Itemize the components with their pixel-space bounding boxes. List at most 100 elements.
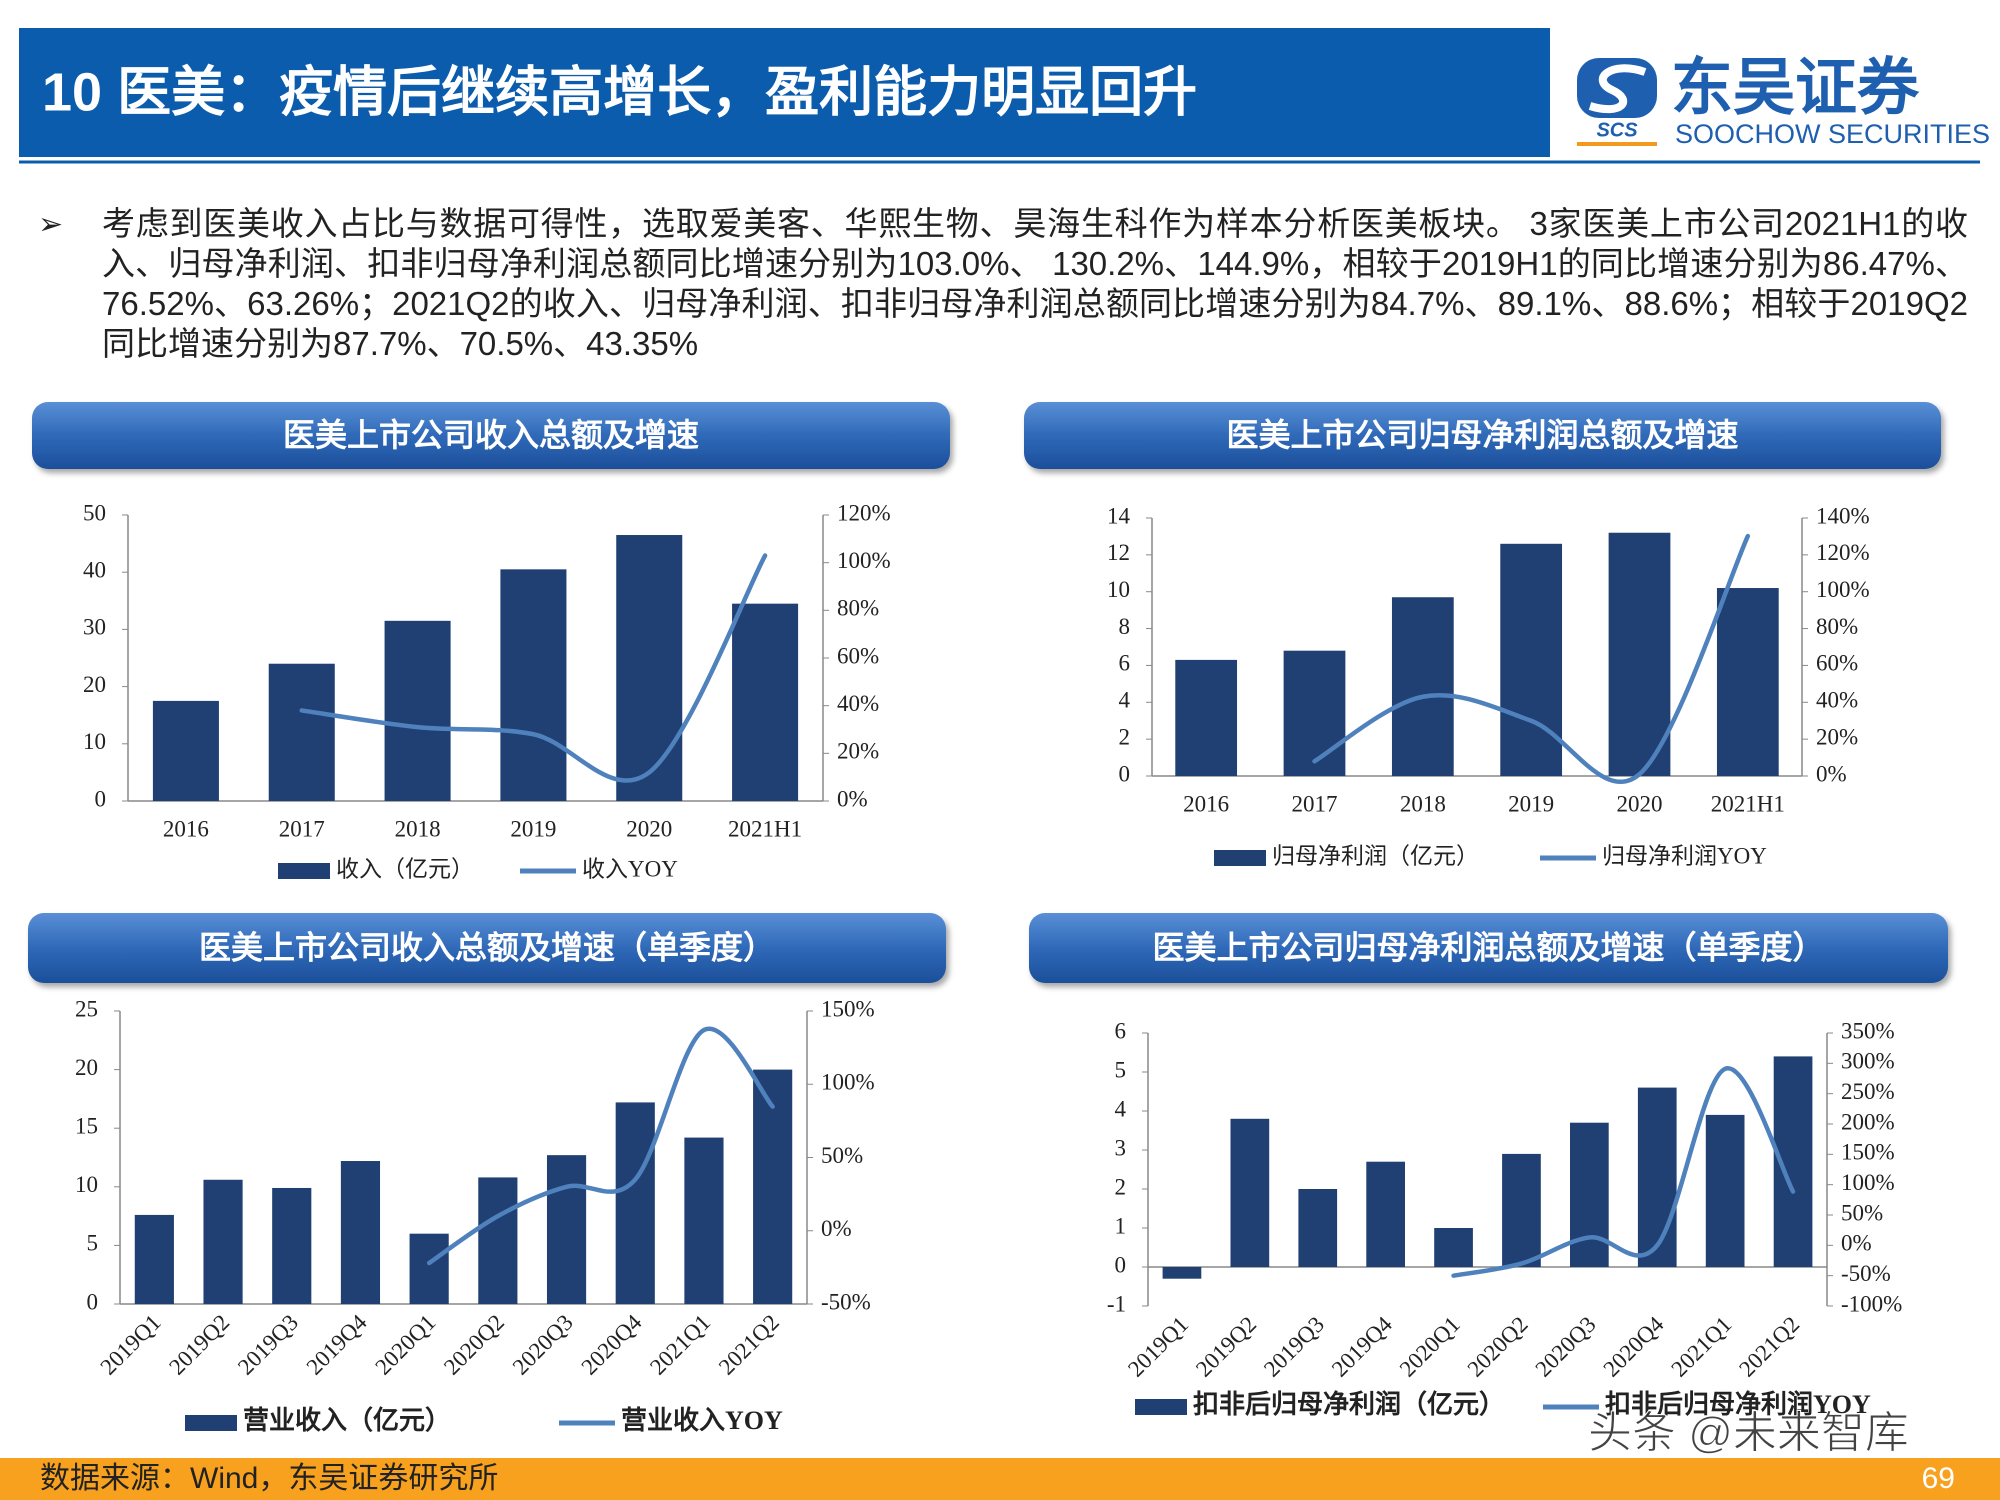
x-tick-label: 2020Q1 [370,1310,440,1380]
x-tick-label: 2021Q1 [1666,1312,1736,1382]
x-tick-label: 2019Q3 [233,1310,303,1380]
y2-tick-label: 40% [837,691,879,716]
legend-label: 收入（亿元） [336,856,474,881]
y2-tick-label: -100% [1841,1291,1902,1316]
x-tick-label: 2019Q1 [96,1310,166,1380]
legend-label: 扣非后归母净利润（亿元） [1193,1389,1505,1419]
x-tick-label: 2021Q2 [714,1310,784,1380]
y2-tick-label: 150% [1841,1140,1895,1165]
bullet-arrow: ➢ [38,208,64,241]
y2-tick-label: 120% [837,500,891,525]
x-tick-label: 2019Q1 [1123,1312,1193,1382]
bar [1298,1189,1338,1267]
y-tick-label: 5 [1115,1057,1127,1082]
bar [616,535,683,801]
bar [152,700,219,801]
chart-title: 医美上市公司归母净利润总额及增速（单季度） [1152,929,1824,965]
y2-tick-label: 0% [821,1216,852,1241]
y-tick-label: -1 [1107,1291,1126,1316]
y-tick-label: 1 [1115,1213,1127,1238]
chart-title-pill [28,913,946,983]
bar [1608,532,1671,776]
x-tick-label: 2019Q2 [164,1310,234,1380]
x-tick-label: 2019Q4 [1327,1311,1397,1381]
y-tick-label: 6 [1115,1018,1127,1043]
y-tick-label: 0 [87,1289,99,1314]
legend-label: 收入YOY [582,856,678,881]
x-tick-label: 2021Q1 [645,1310,715,1380]
x-tick-label: 2019 [1508,791,1554,816]
y2-tick-label: 100% [837,548,891,573]
y-tick-label: 4 [1115,1096,1127,1121]
y-tick-label: 10 [75,1172,98,1197]
y2-tick-label: 60% [837,643,879,668]
y2-tick-label: 60% [1816,651,1858,676]
y-tick-label: 2 [1119,724,1131,749]
x-tick-label: 2020Q3 [508,1310,578,1380]
chart-title-pill [1024,402,1941,469]
y-tick-label: 12 [1107,540,1130,565]
y2-tick-label: 40% [1816,688,1858,713]
bar [268,663,335,801]
line [299,553,768,783]
line [426,1026,775,1266]
line [1312,533,1751,784]
bar [1230,1118,1270,1267]
y2-tick-label: 50% [1841,1200,1883,1225]
bar [500,569,567,801]
y2-tick-label: 150% [821,996,875,1021]
x-tick-label: 2016 [1183,791,1229,816]
y2-tick-label: -50% [821,1289,871,1314]
legend-label: 营业收入（亿元） [243,1406,451,1435]
footer-source: 数据来源：Wind，东吴证券研究所 [40,1462,498,1495]
x-tick-label: 2021H1 [1711,791,1785,816]
legend-label: 营业收入YOY [621,1406,783,1435]
chart-title: 医美上市公司归母净利润总额及增速 [1226,417,1738,453]
bar [684,1137,724,1304]
x-tick-label: 2020Q4 [1598,1311,1668,1381]
bullet-text: 考虑到医美收入占比与数据可得性，选取爱美客、华熙生物、昊海生科作为样本分析医美板… [102,205,1968,362]
y-tick-label: 6 [1119,651,1131,676]
bar [1716,588,1779,776]
bar [134,1214,174,1304]
bar [732,603,799,801]
x-tick-label: 2020Q2 [1463,1312,1533,1382]
logo-swirl [1588,64,1647,114]
chart: 医美上市公司归母净利润总额及增速024681012140%20%40%60%80… [1024,402,1941,868]
bar [203,1179,243,1304]
bar [1175,659,1238,776]
x-tick-label: 2020 [626,816,672,841]
chart: 医美上市公司收入总额及增速 0 10 20 30 40 50 0% 20% 40% 60% 80% 10… [32,402,950,881]
page-number: 69 [1922,1462,1955,1495]
x-tick-label: 2020Q3 [1531,1312,1601,1382]
x-tick-label: 2019Q3 [1259,1312,1329,1382]
x-tick-label: 2019 [510,816,556,841]
line [1451,1066,1796,1278]
y2-tick-label: 250% [1841,1079,1895,1104]
x-tick-label: 2018 [395,816,441,841]
legend-label: 扣非后归母净利润YOY [1605,1389,1871,1419]
y-tick-label: 50 [83,500,106,525]
y-tick-label: 15 [75,1113,98,1138]
x-tick-label: 2018 [1400,791,1446,816]
y-tick-label: 0 [95,786,107,811]
y2-tick-label: 350% [1841,1018,1895,1043]
y-tick-label: 20 [83,672,106,697]
chart: 医美上市公司归母净利润总额及增速（单季度） -1 0 1 2 3 4 5 6 -100% -50% 0… [1029,913,1948,1419]
y-tick-label: 10 [1107,577,1130,602]
x-tick-label: 2019Q4 [302,1309,372,1379]
y-tick-label: 20 [75,1055,98,1080]
bar [615,1102,655,1304]
x-tick-label: 2020Q1 [1395,1312,1465,1382]
bar [1502,1153,1541,1267]
y2-tick-label: 80% [1816,614,1858,639]
chart-title-pill [1029,913,1948,983]
bar [1500,543,1563,776]
x-tick-label: 2020Q2 [439,1310,509,1380]
legend-swatch [185,1415,237,1431]
bar [384,620,451,801]
legend-label: 归母净利润（亿元） [1272,843,1479,868]
y-tick-label: 40 [83,557,106,582]
bar [1434,1228,1473,1267]
